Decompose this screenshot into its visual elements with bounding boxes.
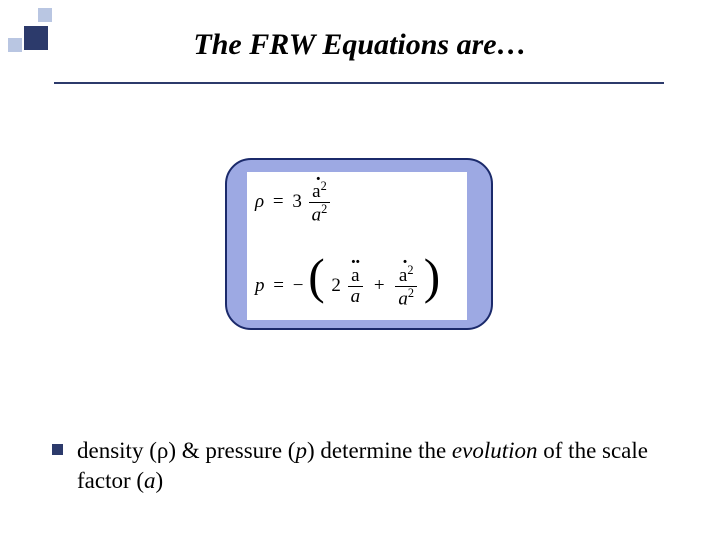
bt-a: a [144,468,156,493]
eq1-num: a2 [309,180,331,203]
eq2-plus: + [374,275,385,296]
eq1-fraction: a2 a2 [309,180,331,226]
eq2-neg: − [293,275,304,296]
eq2-f2-den: a2 [395,287,417,309]
eq1-equals: = [273,191,284,212]
eq2-f2-den-exp: 2 [408,286,414,300]
bt-rho: ρ [157,438,168,463]
bt-post2: ) [156,468,164,493]
eq2-f1-den: a [348,287,364,307]
eq2-frac2: a2 a2 [395,264,417,310]
eq2-f2-den-a: a [398,288,408,309]
eq2-f1-num: a [348,266,364,287]
eq2-lhs: p [255,275,265,296]
equation-1: ρ = 3 a2 a2 [255,180,330,226]
bullet-text: density (ρ) & pressure (p) determine the… [77,436,672,496]
eq1-lhs: ρ [255,191,264,212]
bt-mid2: ) determine the [307,438,452,463]
title-text: The FRW Equations are… [193,28,526,61]
eq2-rparen: ) [424,249,440,304]
eq2-f2-num: a2 [395,264,417,287]
bt-evo: evolution [452,438,538,463]
bt-pre: density ( [77,438,157,463]
eq1-coeff: 3 [292,191,302,212]
eq2-equals: = [273,275,284,296]
bt-p: p [295,438,307,463]
eq2-lparen: ( [308,249,324,304]
eq1-den-a: a [312,205,322,226]
eq2-f1-den-a: a [351,286,361,307]
equation-inner: ρ = 3 a2 a2 p = − ( 2 a a + [247,172,467,320]
title-rule [54,82,664,84]
deco-square-small-1 [38,8,52,22]
equation-box: ρ = 3 a2 a2 p = − ( 2 a a + [225,158,493,330]
eq2-frac1: a a [348,266,364,307]
eq1-den-exp: 2 [321,202,327,216]
slide: The FRW Equations are… ρ = 3 a2 a2 p = −… [0,0,720,540]
equation-2: p = − ( 2 a a + a2 a2 ) [255,246,440,309]
bt-mid1: ) & pressure ( [168,438,295,463]
eq1-den: a2 [309,203,331,225]
bullet-row: density (ρ) & pressure (p) determine the… [52,436,672,496]
slide-title: The FRW Equations are… [0,28,720,62]
bullet-icon [52,444,63,455]
eq2-t1-coeff: 2 [331,275,341,296]
